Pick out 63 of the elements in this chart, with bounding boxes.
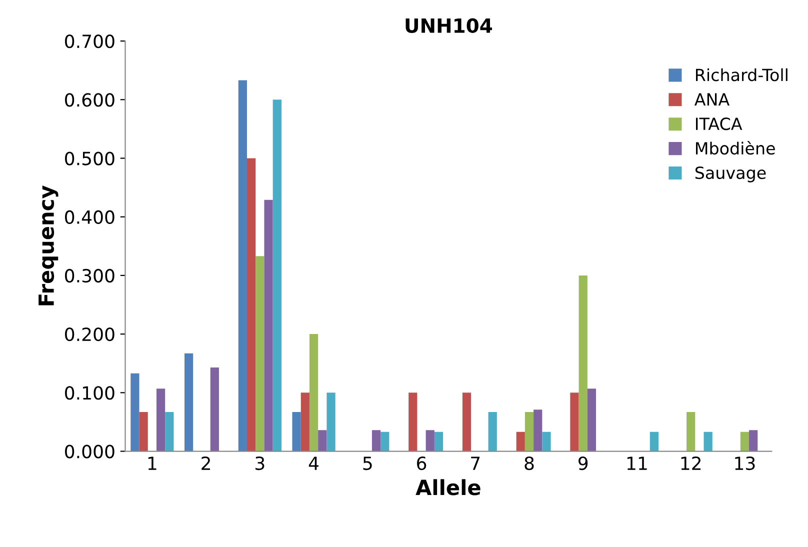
y-tick-label: 0.100 (65, 386, 114, 400)
bar (578, 275, 588, 452)
y-axis-title: Frequency (38, 186, 58, 306)
legend-label: ANA (694, 93, 730, 106)
bar (516, 432, 525, 452)
x-tick-label: 6 (417, 456, 426, 470)
bar (130, 373, 140, 452)
y-tick-label: 0.400 (65, 210, 114, 224)
bar (534, 410, 542, 452)
bar (318, 430, 327, 452)
bar (210, 367, 219, 452)
bar (740, 432, 750, 452)
y-tick-label: 0.000 (65, 444, 114, 458)
x-axis-title: Allele (416, 479, 480, 496)
bar (650, 432, 659, 452)
x-tick-label: 13 (735, 456, 755, 470)
bar (139, 412, 148, 452)
x-tick-label: 8 (524, 456, 534, 470)
bar (749, 430, 758, 452)
x-tick-label: 3 (256, 456, 264, 470)
bar (272, 100, 282, 452)
bar (704, 432, 712, 452)
bar (380, 432, 390, 452)
bar (434, 432, 444, 452)
bar (238, 80, 247, 452)
bar (256, 256, 264, 452)
bar (686, 412, 696, 452)
bar (488, 412, 497, 452)
x-tick-label: 12 (681, 456, 701, 470)
bar (587, 388, 596, 452)
y-tick-label: 0.500 (65, 152, 114, 166)
chart-title: UNH104 (406, 18, 492, 33)
bar (309, 334, 318, 452)
bar (246, 158, 256, 452)
x-tick-label: 1 (148, 456, 156, 470)
bar (372, 430, 381, 452)
x-tick-label: 11 (627, 456, 647, 470)
bar (300, 392, 310, 452)
bar (326, 392, 336, 452)
bar (462, 392, 472, 452)
legend-label: Richard-Toll (696, 68, 788, 82)
bar (292, 412, 301, 452)
bar (570, 392, 579, 452)
x-tick-label: 2 (202, 456, 210, 470)
bar (408, 392, 418, 452)
bar (524, 412, 534, 452)
x-tick-label: 4 (308, 456, 319, 470)
bar (184, 353, 194, 452)
x-tick-label: 9 (578, 456, 588, 470)
bar (156, 388, 166, 452)
y-tick-label: 0.200 (65, 328, 114, 342)
x-tick-label: 7 (471, 456, 480, 470)
bar (426, 430, 434, 452)
bar (542, 432, 551, 452)
y-tick-label: 0.600 (65, 93, 114, 107)
legend-label: Mbodiène (696, 141, 775, 155)
y-tick-label: 0.300 (65, 268, 114, 283)
bar (264, 200, 273, 452)
y-tick-label: 0.700 (65, 34, 114, 48)
bar (165, 412, 174, 452)
legend-label: Sauvage (695, 166, 766, 182)
legend-label: ITACA (696, 118, 742, 130)
x-tick-label: 5 (363, 456, 372, 470)
